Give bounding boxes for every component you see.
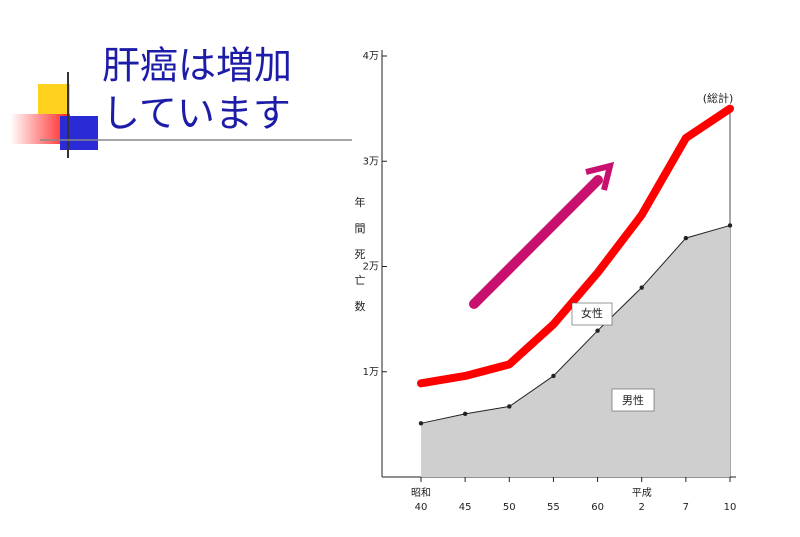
x-tick-label: 60 xyxy=(591,502,604,513)
line xyxy=(420,224,731,424)
point xyxy=(595,328,600,333)
point xyxy=(683,235,689,241)
deco-square xyxy=(60,116,98,150)
title-line: 肝癌は増加 xyxy=(102,44,292,88)
y-tick-label: 1万 xyxy=(363,367,379,378)
y-axis-title: 数 xyxy=(355,300,366,313)
point xyxy=(507,404,512,409)
x-tick-label: 40 xyxy=(415,502,428,513)
y-tick-label: 3万 xyxy=(363,156,379,167)
x-tick-label: 50 xyxy=(503,502,516,513)
x-tick-label: 55 xyxy=(547,502,560,513)
x-tick-label: 45 xyxy=(459,502,472,513)
y-tick-label: 4万 xyxy=(363,51,379,62)
label-box xyxy=(611,388,655,412)
title-line: しています xyxy=(102,92,291,136)
trend-arrow-head xyxy=(585,161,615,191)
series-label: (総計) xyxy=(703,91,734,105)
label-box xyxy=(571,302,613,326)
area xyxy=(421,225,730,477)
y-axis-title: 死 xyxy=(355,248,366,261)
point xyxy=(551,373,556,379)
deco-square xyxy=(38,84,70,116)
y-tick-label: 2万 xyxy=(363,262,379,273)
point xyxy=(727,223,733,228)
x-tick-label: 昭和 xyxy=(411,487,431,499)
y-axis-title: 年 xyxy=(355,195,366,209)
y-axis-title: 間 xyxy=(355,222,366,235)
x-tick-label: 7 xyxy=(683,502,689,513)
x-tick-label: 10 xyxy=(724,502,737,513)
trend-arrow xyxy=(469,175,603,309)
x-tick-label: 2 xyxy=(639,502,645,513)
y-axis-title: 亡 xyxy=(355,273,366,287)
x-tick-label: 平成 xyxy=(632,487,652,499)
line xyxy=(417,104,734,388)
point xyxy=(462,411,468,417)
region-label: 女性 xyxy=(581,306,603,320)
point xyxy=(639,285,644,290)
series-label: 男性 xyxy=(622,393,644,407)
point xyxy=(418,421,424,426)
